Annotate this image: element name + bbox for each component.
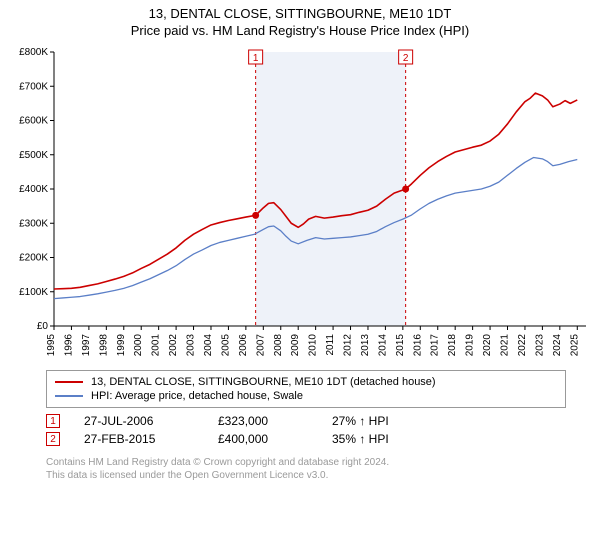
- svg-text:2024: 2024: [552, 334, 563, 357]
- svg-text:£700K: £700K: [19, 81, 48, 92]
- svg-text:1998: 1998: [98, 334, 109, 357]
- svg-text:2003: 2003: [186, 334, 197, 357]
- page-title: 13, DENTAL CLOSE, SITTINGBOURNE, ME10 1D…: [6, 6, 594, 21]
- svg-text:2007: 2007: [255, 334, 266, 357]
- sale-delta: 27% ↑ HPI: [332, 414, 389, 428]
- svg-text:2: 2: [403, 53, 409, 64]
- svg-text:£500K: £500K: [19, 150, 48, 161]
- footer-line-1: Contains HM Land Registry data © Crown c…: [46, 456, 594, 469]
- legend-item: HPI: Average price, detached house, Swal…: [55, 389, 557, 403]
- legend-label: HPI: Average price, detached house, Swal…: [91, 390, 303, 402]
- svg-text:2000: 2000: [133, 334, 144, 357]
- svg-text:2004: 2004: [203, 334, 214, 357]
- svg-text:2014: 2014: [377, 334, 388, 357]
- legend: 13, DENTAL CLOSE, SITTINGBOURNE, ME10 1D…: [46, 370, 566, 408]
- svg-text:2008: 2008: [273, 334, 284, 357]
- legend-swatch: [55, 395, 83, 397]
- svg-text:2022: 2022: [517, 334, 528, 357]
- svg-text:£100K: £100K: [19, 287, 48, 298]
- svg-text:£800K: £800K: [19, 47, 48, 58]
- svg-text:2015: 2015: [395, 334, 406, 357]
- page-subtitle: Price paid vs. HM Land Registry's House …: [6, 23, 594, 38]
- svg-text:2005: 2005: [220, 334, 231, 357]
- svg-text:2012: 2012: [343, 334, 354, 357]
- svg-text:2019: 2019: [465, 334, 476, 357]
- legend-label: 13, DENTAL CLOSE, SITTINGBOURNE, ME10 1D…: [91, 376, 436, 388]
- svg-text:2025: 2025: [569, 334, 580, 357]
- sale-delta: 35% ↑ HPI: [332, 432, 389, 446]
- svg-text:2002: 2002: [168, 334, 179, 357]
- svg-text:1996: 1996: [63, 334, 74, 357]
- svg-text:1999: 1999: [116, 334, 127, 357]
- svg-text:2018: 2018: [447, 334, 458, 357]
- sale-marker: 1: [46, 414, 60, 428]
- svg-text:2011: 2011: [325, 334, 336, 356]
- sale-date: 27-FEB-2015: [84, 432, 194, 446]
- sale-row: 1 27-JUL-2006 £323,000 27% ↑ HPI: [46, 412, 594, 430]
- sales-table: 1 27-JUL-2006 £323,000 27% ↑ HPI 2 27-FEB-201…: [46, 412, 594, 448]
- svg-text:2009: 2009: [290, 334, 301, 357]
- svg-text:2023: 2023: [534, 334, 545, 357]
- svg-text:1995: 1995: [46, 334, 57, 357]
- svg-text:2017: 2017: [430, 334, 441, 357]
- sale-price: £323,000: [218, 414, 308, 428]
- svg-text:2013: 2013: [360, 334, 371, 357]
- sale-price: £400,000: [218, 432, 308, 446]
- svg-text:2010: 2010: [308, 334, 319, 357]
- footer-line-2: This data is licensed under the Open Gov…: [46, 469, 594, 482]
- sale-marker: 2: [46, 432, 60, 446]
- footer-attribution: Contains HM Land Registry data © Crown c…: [46, 456, 594, 482]
- svg-text:2020: 2020: [482, 334, 493, 357]
- chart-container: £0 £100K £200K £300K £400K £500K £600K £700K £80…: [6, 44, 594, 364]
- svg-text:£400K: £400K: [19, 184, 48, 195]
- svg-text:2021: 2021: [500, 334, 511, 357]
- svg-text:2016: 2016: [412, 334, 423, 357]
- legend-item: 13, DENTAL CLOSE, SITTINGBOURNE, ME10 1D…: [55, 375, 557, 389]
- svg-text:1: 1: [253, 53, 259, 64]
- svg-text:£600K: £600K: [19, 116, 48, 127]
- price-chart: £0 £100K £200K £300K £400K £500K £600K £700K £80…: [6, 44, 594, 364]
- svg-text:2001: 2001: [151, 334, 162, 357]
- svg-text:2006: 2006: [238, 334, 249, 357]
- svg-text:£300K: £300K: [19, 218, 48, 229]
- svg-text:£0: £0: [37, 321, 49, 332]
- sale-row: 2 27-FEB-2015 £400,000 35% ↑ HPI: [46, 430, 594, 448]
- sale-date: 27-JUL-2006: [84, 414, 194, 428]
- svg-text:1997: 1997: [81, 334, 92, 357]
- legend-swatch: [55, 381, 83, 383]
- svg-text:£200K: £200K: [19, 253, 48, 264]
